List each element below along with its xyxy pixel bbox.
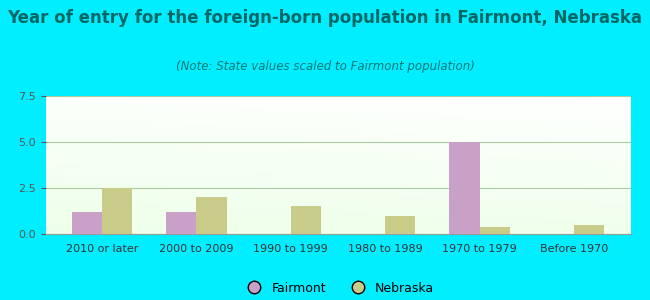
- Text: (Note: State values scaled to Fairmont population): (Note: State values scaled to Fairmont p…: [176, 60, 474, 73]
- Legend: Fairmont, Nebraska: Fairmont, Nebraska: [237, 277, 439, 299]
- Bar: [574, 225, 604, 234]
- Bar: [480, 226, 510, 234]
- Bar: [449, 142, 480, 234]
- Bar: [291, 206, 321, 234]
- Bar: [72, 212, 102, 234]
- Bar: [102, 188, 133, 234]
- Bar: [196, 197, 227, 234]
- Bar: [166, 212, 196, 234]
- Bar: [385, 216, 415, 234]
- Text: Year of entry for the foreign-born population in Fairmont, Nebraska: Year of entry for the foreign-born popul…: [8, 9, 642, 27]
